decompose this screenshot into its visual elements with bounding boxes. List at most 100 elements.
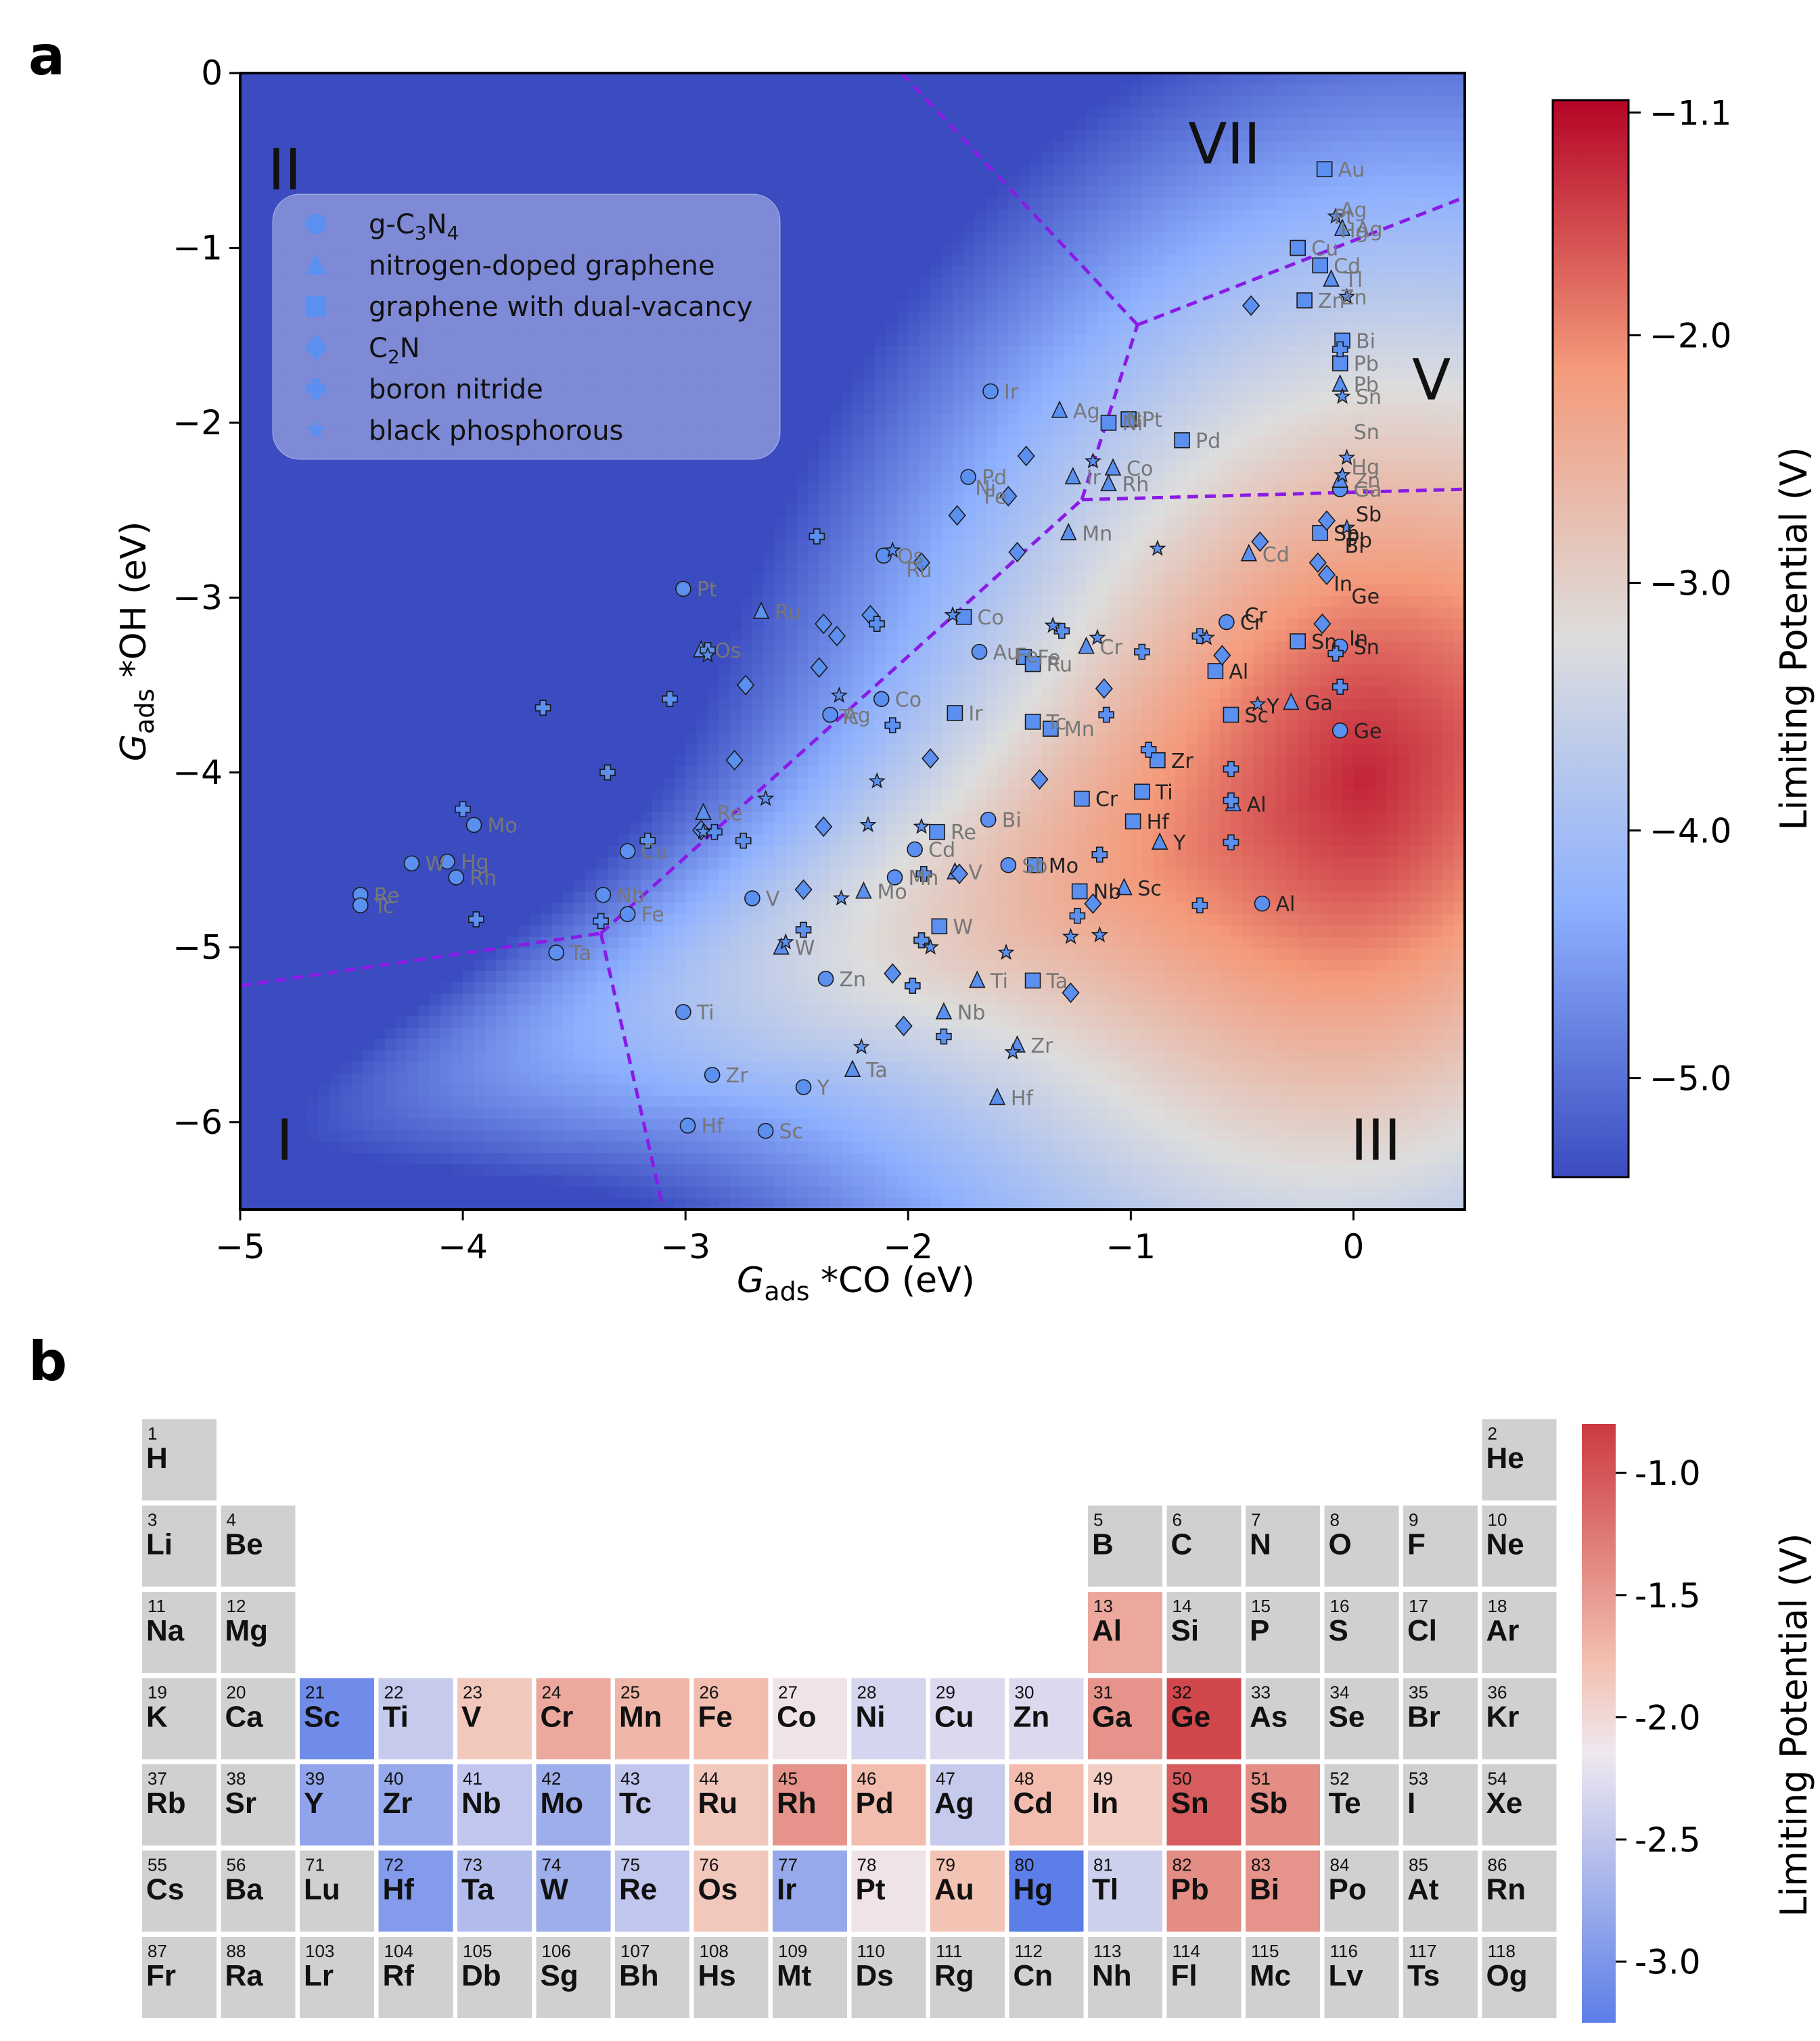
heatmap-cell [752,1005,765,1017]
heatmap-cell [663,482,675,495]
heatmap-cell [318,1198,330,1210]
heatmap-cell [284,857,297,869]
heatmap-cell [440,595,453,608]
heatmap-cell [251,675,263,687]
heatmap-cell [318,1164,330,1176]
heatmap-cell [407,1039,419,1051]
heatmap-cell [340,698,352,710]
heatmap-cell [719,118,731,131]
heatmap-cell [641,993,653,1006]
heatmap-cell [351,414,363,426]
heatmap-cell [351,971,363,983]
heatmap-cell [696,130,708,142]
heatmap-cell [296,130,308,142]
heatmap-cell [429,1096,441,1108]
heatmap-cell [240,891,252,904]
heatmap-cell [262,300,275,313]
heatmap-cell [340,118,352,131]
heatmap-cell [396,118,408,131]
heatmap-cell [429,73,441,85]
heatmap-cell [752,482,765,495]
heatmap-cell [741,743,753,756]
heatmap-cell [563,846,575,858]
heatmap-cell [240,254,252,267]
heatmap-cell [730,936,742,949]
heatmap-cell [485,1016,497,1028]
heatmap-cell [363,471,375,483]
heatmap-cell [596,482,608,495]
heatmap-cell [574,800,586,812]
heatmap-cell [786,573,798,585]
heatmap-cell [485,1039,497,1051]
heatmap-cell [296,834,308,847]
heatmap-cell [396,1050,408,1063]
heatmap-cell [296,459,308,472]
heatmap-cell [318,538,330,551]
heatmap-cell [763,516,775,528]
heatmap-cell [463,971,475,983]
heatmap-cell [418,84,430,97]
heatmap-cell [618,107,631,119]
heatmap-cell [262,1118,275,1131]
heatmap-cell [663,959,675,971]
heatmap-cell [284,391,297,403]
heatmap-cell [629,482,642,495]
heatmap-cell [463,561,475,574]
heatmap-cell [507,164,520,176]
heatmap-cell [496,1096,508,1108]
heatmap-cell [284,482,297,495]
heatmap-cell [273,73,286,85]
heatmap-cell [641,959,653,971]
heatmap-cell [585,493,597,506]
heatmap-cell [318,1118,330,1131]
heatmap-cell [507,1061,520,1074]
heatmap-cell [541,130,553,142]
heatmap-cell [240,244,252,256]
heatmap-cell [363,777,375,790]
heatmap-cell [608,675,620,687]
heatmap-cell [463,789,475,801]
heatmap-background [240,73,1465,1210]
heatmap-cell [318,812,330,824]
heatmap-cell [608,664,620,676]
heatmap-cell [641,936,653,949]
heatmap-cell [407,528,419,540]
heatmap-cell [774,675,787,687]
heatmap-cell [518,550,530,563]
heatmap-cell [284,800,297,812]
heatmap-cell [641,1005,653,1017]
heatmap-cell [429,1153,441,1165]
heatmap-cell [373,1050,386,1063]
heatmap-cell [306,1198,319,1210]
heatmap-cell [685,812,698,824]
heatmap-cell [774,1005,787,1017]
heatmap-cell [563,971,575,983]
heatmap-cell [663,107,675,119]
heatmap-cell [251,766,263,779]
heatmap-cell [741,857,753,869]
heatmap-cell [384,561,397,574]
heatmap-cell [284,346,297,358]
heatmap-cell [429,1016,441,1028]
heatmap-cell [574,789,586,801]
heatmap-cell [585,675,597,687]
heatmap-cell [262,1050,275,1063]
heatmap-cell [551,732,564,744]
heatmap-cell [541,459,553,472]
heatmap-cell [685,766,698,779]
heatmap-cell [574,84,586,97]
heatmap-cell [306,720,319,733]
heatmap-cell [363,823,375,835]
heatmap-cell [741,584,753,597]
heatmap-cell [674,595,686,608]
heatmap-cell [618,505,631,517]
heatmap-cell [518,755,530,767]
heatmap-cell [518,800,530,812]
heatmap-cell [240,936,252,949]
heatmap-cell [273,1153,286,1165]
heatmap-cell [451,1107,463,1120]
heatmap-cell [329,948,341,961]
heatmap-cell [329,550,341,563]
heatmap-cell [741,471,753,483]
heatmap-cell [551,993,564,1006]
